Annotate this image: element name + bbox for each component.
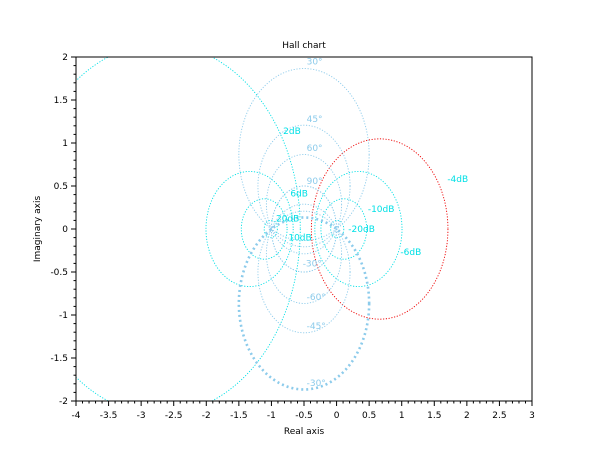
- phase-contour: [257, 124, 351, 248]
- phase-contour: [238, 68, 370, 241]
- magnitude-contour: [240, 198, 288, 260]
- y-tick-label: 0: [62, 225, 68, 235]
- magnitude-label: 10dB: [288, 234, 311, 244]
- magnitude-contour: [320, 198, 368, 260]
- phase-label: 30°: [307, 57, 323, 67]
- phase-label: -30°: [303, 259, 322, 269]
- y-axis-label: Imaginary axis: [33, 196, 43, 263]
- phase-contour: [265, 203, 343, 304]
- tick-layer: -4 -3.5 -3 -2.5 -2 -1.5 -1 -0.5 0 0.5 1 1.5 2 2.5 3 -2 -…: [50, 53, 534, 421]
- x-tick-label: -3.5: [100, 411, 118, 421]
- phase-label: -30°: [307, 379, 326, 389]
- magnitude-contour: [263, 219, 278, 239]
- x-tick-label: -1: [267, 411, 276, 421]
- magnitude-label: -20dB: [348, 225, 375, 235]
- y-tick-label: 1: [62, 139, 68, 149]
- y-tick-label: -1: [59, 311, 68, 321]
- x-tick-label: 1.5: [427, 411, 441, 421]
- x-tick-label: -2.5: [165, 411, 183, 421]
- phase-contour: [257, 210, 351, 334]
- magnitude-contour: [330, 219, 345, 239]
- magnitude-label: -4dB: [447, 175, 468, 185]
- magnitude-contour: [314, 170, 403, 288]
- x-tick-label: -3: [137, 411, 146, 421]
- y-tick-label: 2: [62, 53, 68, 63]
- x-tick-label: -4: [72, 411, 81, 421]
- x-axis-label: Real axis: [284, 427, 325, 437]
- phase-contour: [237, 216, 371, 391]
- phase-label: -45°: [307, 322, 326, 332]
- magnitude-label: -6dB: [400, 248, 421, 258]
- x-tick-label: 3: [529, 411, 535, 421]
- y-tick-label: 1.5: [54, 96, 68, 106]
- x-tick-label: 1: [399, 411, 405, 421]
- x-tick-label: 2.5: [492, 411, 506, 421]
- phase-label: -60°: [307, 293, 326, 303]
- chart-title: Hall chart: [282, 41, 326, 51]
- y-tick-label: -1.5: [50, 354, 68, 364]
- x-tick-label: 2: [464, 411, 470, 421]
- x-tick-label: -1.5: [230, 411, 248, 421]
- phase-label: 60°: [307, 144, 323, 154]
- magnitude-contour: [310, 138, 449, 320]
- phase-contour: [270, 185, 338, 273]
- x-tick-label: -2: [202, 411, 211, 421]
- x-tick-label: 0: [334, 411, 340, 421]
- phase-label: 45°: [307, 115, 323, 125]
- y-tick-label: 0.5: [54, 182, 68, 192]
- y-tick-label: -2: [59, 397, 68, 407]
- magnitude-label: 20dB: [276, 215, 299, 225]
- contour-label-layer: -4dB -6dB -10dB -20dB 2dB 6dB 10dB 20dB 30° 45° 60…: [276, 57, 468, 389]
- x-tick-label: 0.5: [362, 411, 376, 421]
- phase-label: 90°: [307, 177, 323, 187]
- magnitude-label: 2dB: [283, 127, 301, 137]
- magnitude-label: -10dB: [368, 205, 395, 215]
- magnitude-contour: [205, 170, 294, 288]
- magnitude-contour: [76, 57, 301, 401]
- phase-contour: [265, 154, 343, 255]
- x-tick-label: -0.5: [295, 411, 313, 421]
- y-tick-label: -0.5: [50, 268, 68, 278]
- contour-layer: [76, 57, 449, 401]
- magnitude-label: 6dB: [290, 190, 308, 200]
